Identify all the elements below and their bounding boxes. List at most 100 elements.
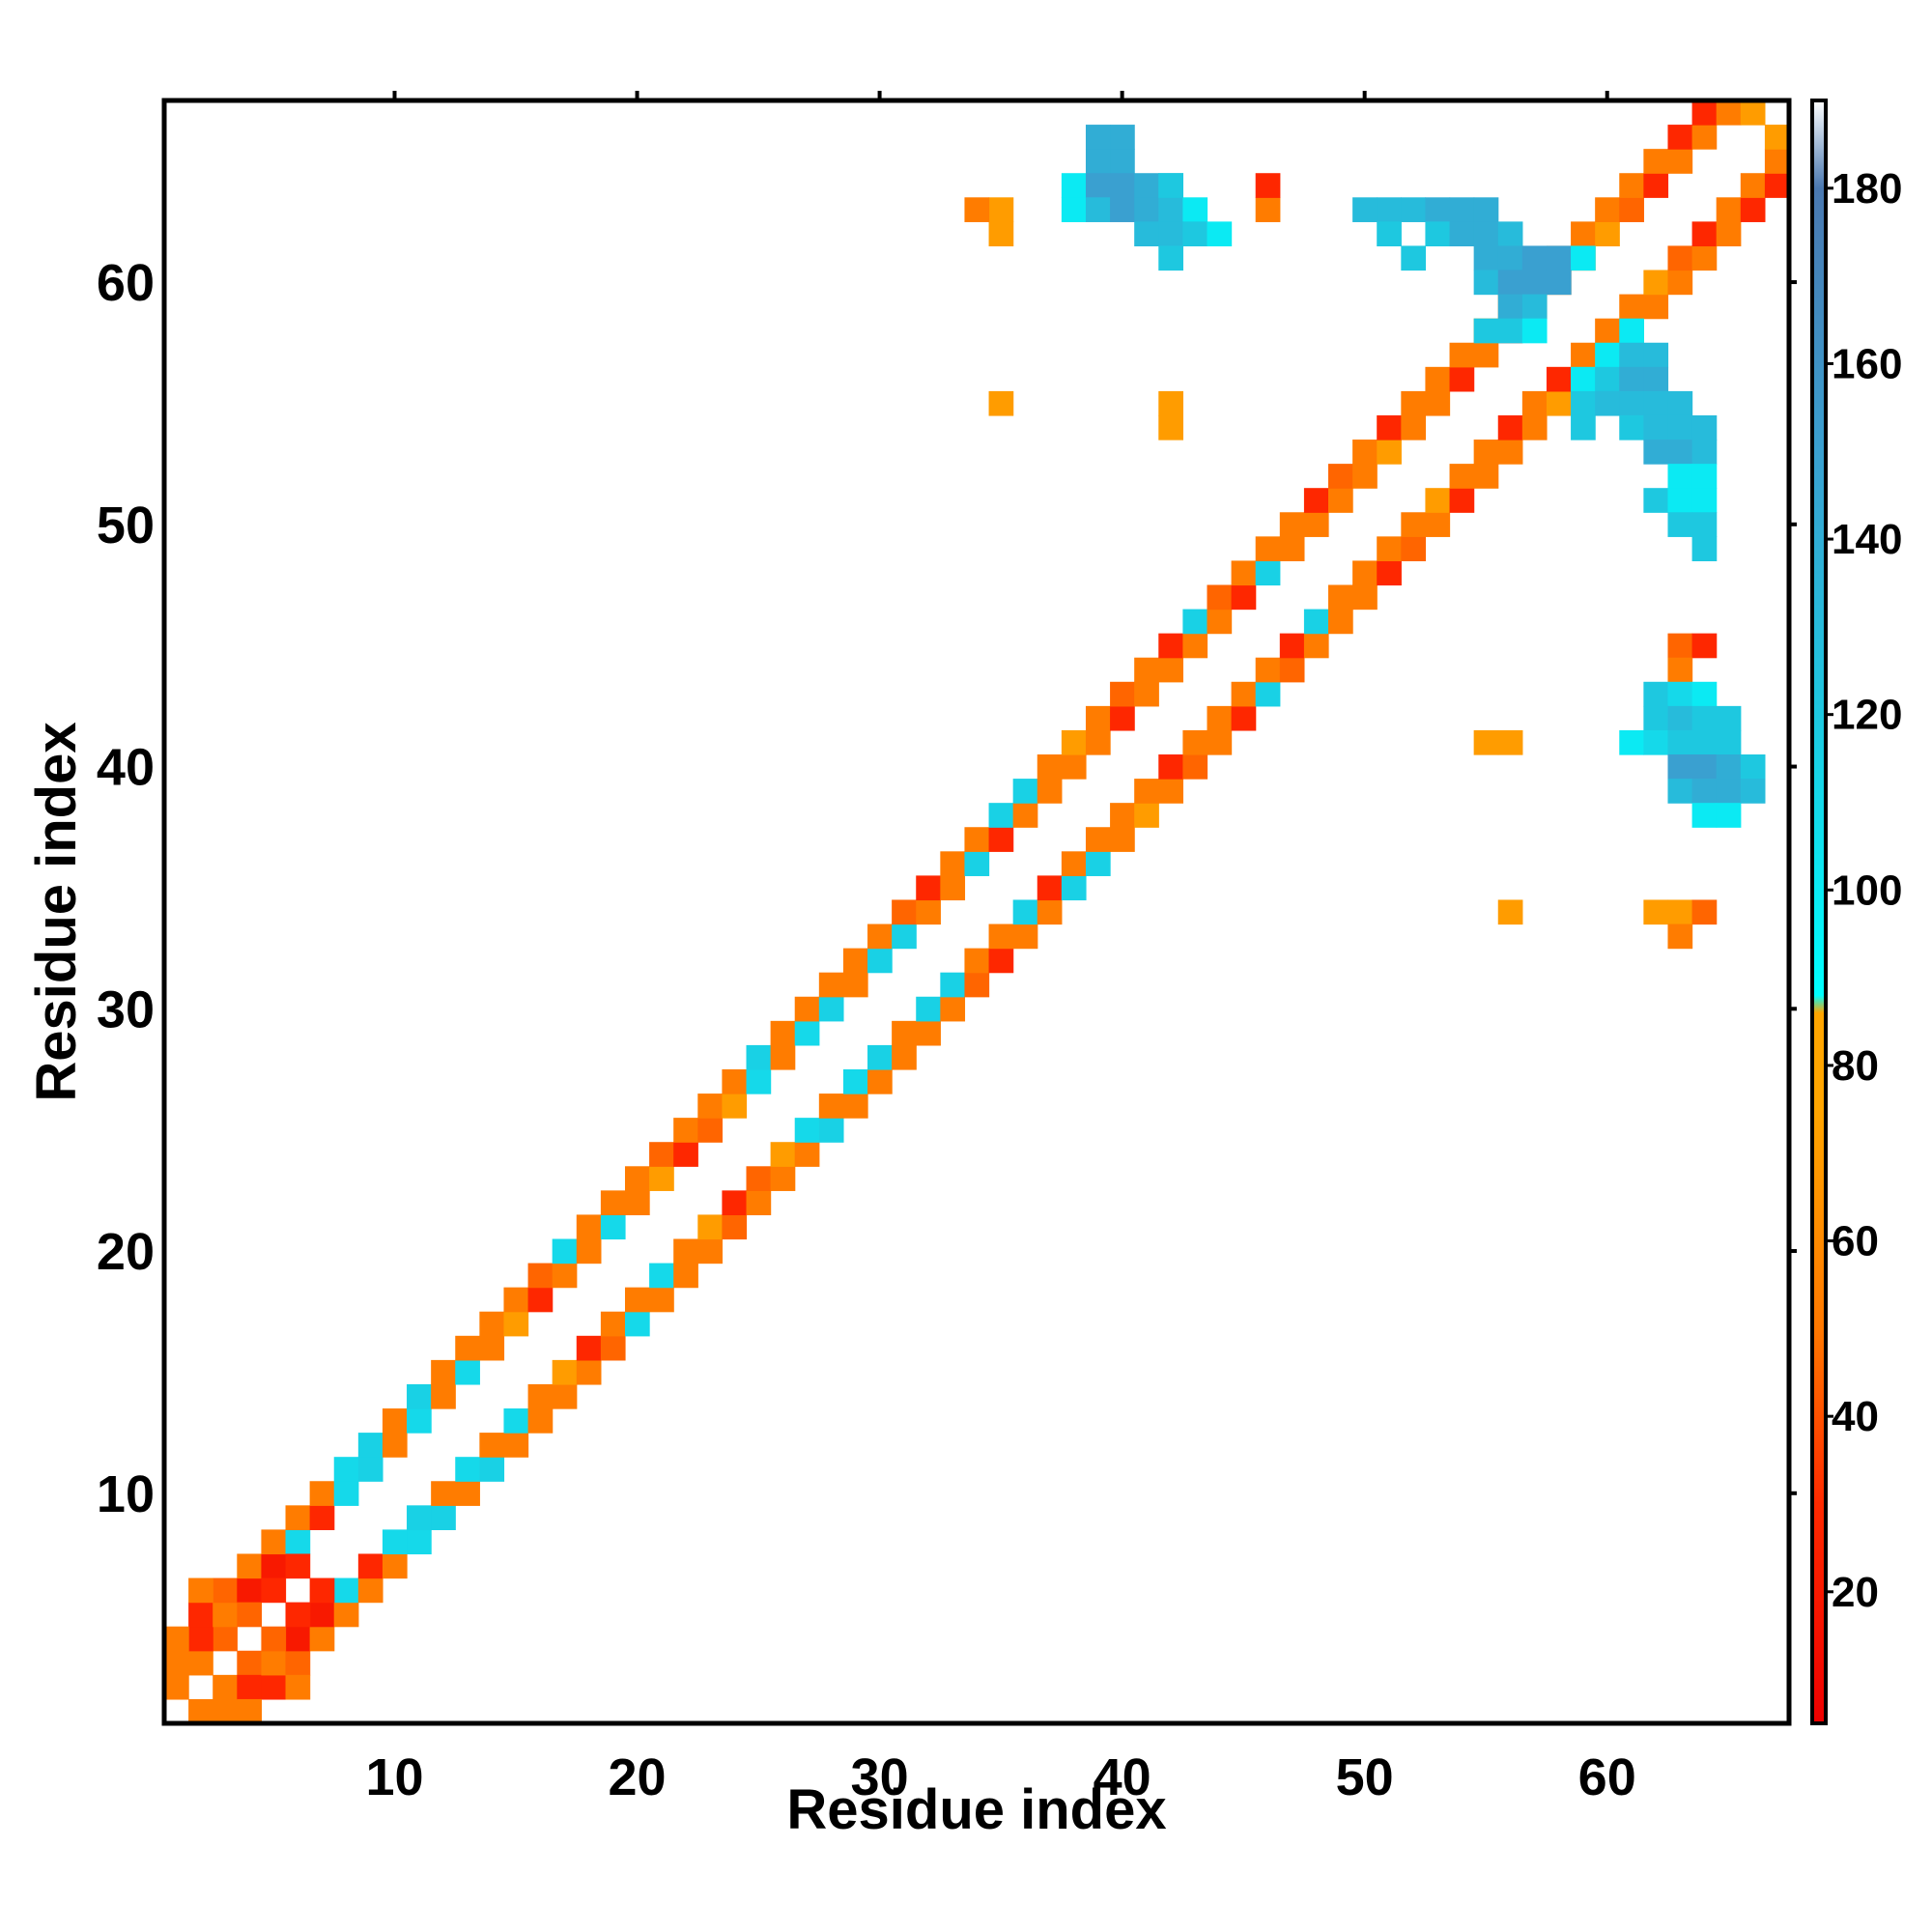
heatmap-cell [770,1142,796,1167]
heatmap-cell [552,1359,578,1385]
heatmap-cell [1571,221,1596,247]
heatmap-cell [1255,681,1281,707]
heatmap-cell [1182,754,1208,780]
heatmap-cell [1497,318,1523,344]
heatmap-cell [1497,245,1523,271]
heatmap-cell [1158,754,1183,780]
heatmap-cell [455,1359,480,1385]
heatmap-cell [1037,875,1063,901]
heatmap-cell [624,1166,650,1191]
heatmap-cell [1255,560,1281,586]
heatmap-cell [1667,779,1693,804]
heatmap-cell [1619,366,1644,392]
heatmap-cell [1279,657,1305,683]
heatmap-cell [1667,899,1693,925]
heatmap-cell [1425,390,1451,416]
heatmap-cell [1401,245,1427,271]
heatmap-cell [1473,342,1499,368]
heatmap-cell [309,1481,335,1506]
heatmap-cell [1425,366,1451,392]
heatmap-cell [1061,173,1087,198]
heatmap-cell [794,1020,820,1046]
x-tick-label: 20 [608,1748,666,1806]
heatmap-cell [746,1190,772,1216]
plot-frame [161,98,1792,1726]
heatmap-cell [237,1602,263,1628]
heatmap-cell [407,1529,432,1555]
heatmap-cell [842,972,868,998]
heatmap-cell [309,1505,335,1530]
heatmap-cell [1085,125,1111,150]
heatmap-cell [624,1287,650,1313]
heatmap-cell [1691,488,1718,513]
heatmap-cell [1691,899,1718,925]
heatmap-cell [1595,366,1620,392]
heatmap-cell [357,1577,384,1604]
heatmap-cell [527,1263,554,1289]
heatmap-cell [1667,512,1693,537]
heatmap-cell [1303,488,1329,513]
heatmap-cell [1667,270,1693,296]
heatmap-cell [1425,197,1451,222]
heatmap-cell [1691,536,1718,562]
heatmap-cell [794,996,820,1022]
heatmap-cell [1740,100,1766,126]
heatmap-cell [1352,584,1378,611]
heatmap-cell [988,390,1014,416]
heatmap-cell [1473,464,1499,489]
heatmap-cell [309,1626,335,1652]
heatmap-cell [867,948,893,974]
heatmap-cell [1231,560,1257,586]
heatmap-cell [1085,705,1111,731]
heatmap-cell [1764,149,1790,174]
heatmap-cell [357,1433,384,1458]
heatmap-cell [916,996,941,1022]
heatmap-cell [1643,366,1669,392]
heatmap-cell [1619,414,1644,440]
heatmap-cell [649,1142,674,1167]
heatmap-cell [1571,245,1596,271]
heatmap-cell [333,1457,359,1482]
heatmap-cell [431,1481,456,1506]
heatmap-cell [988,948,1014,974]
y-axis-ticks: 10 20 30 40 50 60 [97,254,1797,1523]
heatmap-cell [188,1626,213,1652]
heatmap-cell [1571,366,1596,392]
heatmap-cell [1521,294,1548,320]
heatmap-cell [818,1094,844,1119]
heatmap-cell [1473,197,1499,222]
heatmap-cell [1279,512,1305,537]
heatmap-cell [1085,827,1111,852]
heatmap-cell [1619,318,1644,344]
heatmap-cell [1619,390,1644,416]
heatmap-cell [1182,221,1208,247]
heatmap-cell [842,1094,868,1119]
heatmap-cell [1571,414,1596,440]
heatmap-cell [1401,390,1427,416]
heatmap-cell [1595,221,1620,247]
x-axis-title: Residue index [786,1778,1166,1841]
heatmap-cell [940,972,966,998]
heatmap-cell [1667,245,1693,271]
heatmap-cell [1643,705,1669,731]
heatmap-cell [892,923,917,950]
heatmap-cell [1449,221,1475,247]
heatmap-cell [213,1602,238,1628]
colorbar-tick-label: 140 [1832,516,1902,563]
heatmap-cell [285,1529,311,1555]
heatmap-cell [1667,440,1693,465]
heatmap-cell [1377,440,1402,465]
heatmap-cell [988,221,1014,247]
heatmap-cell [1449,464,1475,489]
heatmap-cell [1667,729,1693,755]
heatmap-cell [1110,197,1135,222]
heatmap-cell [1110,827,1135,852]
heatmap-cell [867,1068,893,1094]
heatmap-cell [261,1626,287,1652]
heatmap-cell [382,1408,408,1434]
heatmap-cell [431,1505,456,1530]
heatmap-cell [552,1238,578,1264]
heatmap-cell [1740,754,1766,780]
heatmap-cell [1134,221,1159,247]
heatmap-cell [867,1044,893,1070]
